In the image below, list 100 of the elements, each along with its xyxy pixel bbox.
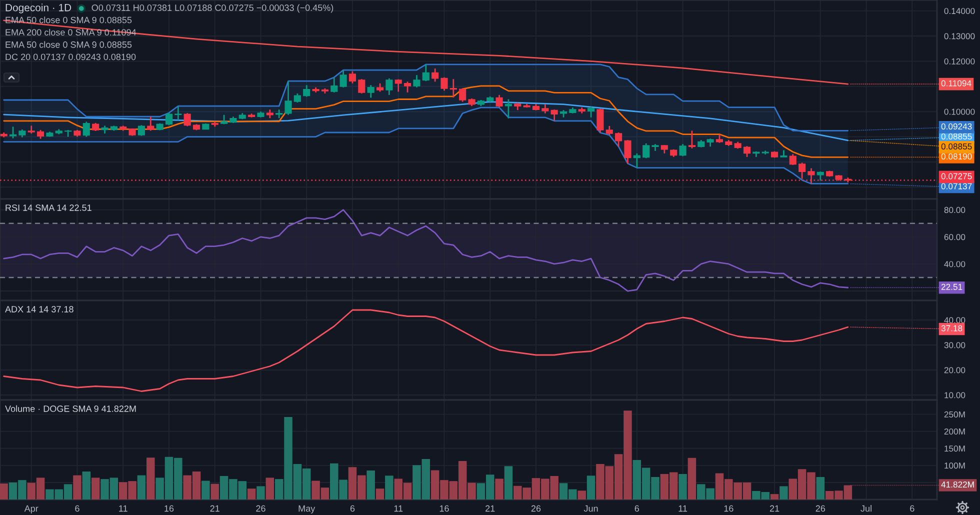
annotation: O0.07311 H0.07381 L0.07188 C0.07275 −0.00033 (−0.45%): [92, 4, 334, 13]
y-tick-label: 0.10000: [944, 108, 975, 115]
candlestick: [348, 70, 356, 84]
x-tick-label: 11: [394, 505, 403, 512]
bar: [91, 478, 100, 500]
x-tick-label: 6: [75, 505, 80, 512]
data-label: 0.09243: [941, 123, 972, 130]
y-tick-label: 20.00: [944, 367, 966, 374]
x-tick-label: 11: [119, 505, 128, 512]
chart-title: ADX 14 14 37.18: [5, 306, 74, 312]
data-label: 0.08190: [941, 153, 972, 160]
x-tick-label: 16: [440, 505, 449, 512]
candlestick: [642, 142, 650, 159]
x-tick-label: 26: [531, 505, 541, 512]
y-tick-label: 40.00: [944, 261, 966, 268]
bar: [780, 486, 788, 500]
candlestick: [459, 88, 466, 102]
candlestick: [440, 76, 448, 92]
x-tick-label: Apr: [24, 505, 38, 514]
x-tick-label: 11: [678, 505, 688, 512]
candlestick: [615, 132, 622, 148]
bar: [82, 472, 91, 500]
candlestick: [422, 64, 430, 82]
x-tick-label: May: [298, 505, 316, 514]
y-tick-label: 0.14000: [944, 8, 975, 14]
annotation: 0.08855: [941, 143, 972, 150]
bar: [146, 458, 155, 500]
data-label: 41.822M: [941, 481, 974, 488]
x-tick-label: 26: [256, 505, 266, 512]
x-tick-label: Jun: [584, 505, 598, 512]
bar: [770, 494, 779, 500]
chart-title: RSI 14 SMA 14 22.51: [6, 204, 92, 211]
candlestick: [450, 78, 457, 98]
candlestick: [542, 103, 549, 114]
bar: [210, 484, 219, 500]
candlestick: [147, 116, 154, 132]
candlestick: [432, 68, 439, 82]
candlestick: [688, 130, 696, 150]
candlestick: [165, 112, 173, 126]
candlestick: [330, 76, 338, 94]
chart-title: Dogecoin · 1D: [6, 4, 72, 14]
candlestick: [394, 78, 402, 92]
data-label: 37.18: [941, 325, 962, 332]
candlestick: [496, 94, 503, 108]
annotation: DC 20 0.07137 0.09243 0.08190: [6, 54, 136, 60]
x-tick-label: 21: [210, 505, 220, 512]
candlestick: [358, 78, 366, 94]
candlestick: [816, 170, 824, 182]
candlestick: [624, 139, 632, 164]
bar: [247, 488, 256, 500]
bar: [586, 476, 596, 500]
x-tick-label: 6: [634, 505, 640, 512]
bar: [73, 475, 82, 500]
candlestick: [550, 108, 558, 122]
candlestick: [174, 105, 182, 121]
candlestick: [82, 120, 90, 138]
x-tick-label: Jul: [860, 505, 872, 512]
candlestick: [386, 78, 393, 96]
candlestick: [294, 92, 301, 104]
candlestick: [633, 152, 640, 168]
bar: [578, 490, 586, 500]
candlestick: [587, 106, 595, 118]
y-tick-label: 250M: [944, 411, 965, 418]
y-tick-label: 80.00: [944, 206, 966, 214]
data-label: 0.11094: [941, 80, 972, 86]
candlestick: [743, 145, 751, 158]
candlestick: [596, 108, 604, 134]
y-tick-label: 40.00: [944, 317, 966, 324]
candlestick: [303, 84, 310, 98]
x-tick-label: 21: [770, 505, 780, 512]
data-label: 22.51: [941, 284, 962, 290]
y-tick-label: 200M: [944, 428, 965, 435]
candlestick: [184, 112, 191, 127]
y-tick-label: 0.12000: [944, 58, 975, 64]
candlestick: [340, 69, 347, 88]
bar: [266, 478, 274, 500]
y-tick-label: 100M: [944, 462, 965, 469]
candlestick: [284, 80, 292, 116]
candlestick: [404, 80, 412, 94]
y-tick-label: 30.00: [944, 342, 966, 348]
bar: [256, 486, 265, 500]
x-tick-label: 6: [910, 505, 914, 512]
bar: [366, 470, 375, 500]
x-tick-label: 16: [164, 505, 174, 512]
bar: [688, 458, 696, 500]
candlestick: [413, 74, 420, 88]
x-tick-label: 16: [724, 505, 734, 512]
y-tick-label: 0.13000: [944, 33, 975, 40]
ref-line-label: 0.07275: [941, 173, 972, 180]
x-tick-label: 6: [350, 505, 355, 512]
candlestick: [606, 125, 613, 136]
bar: [678, 474, 687, 500]
bar: [504, 466, 513, 500]
candlestick: [798, 162, 806, 180]
bar: [137, 475, 146, 500]
bar: [816, 477, 825, 500]
bar: [495, 478, 504, 500]
bar: [0, 483, 8, 500]
x-tick-label: 26: [816, 505, 826, 512]
candlestick: [679, 143, 686, 157]
